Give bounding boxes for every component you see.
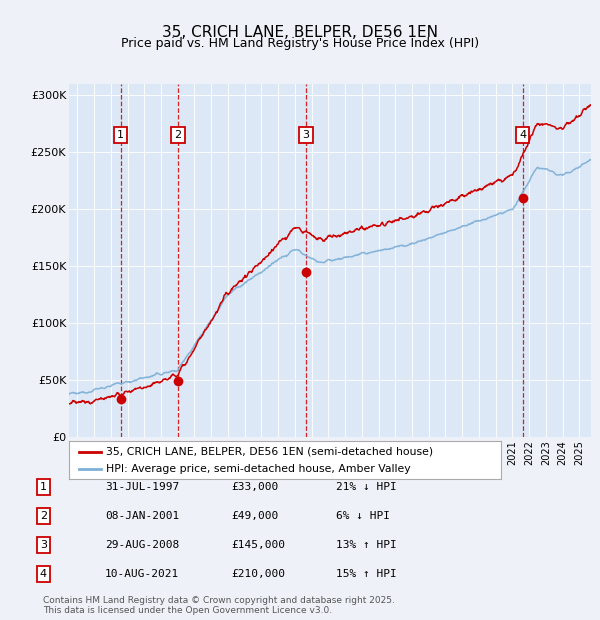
Text: 3: 3 [302, 130, 310, 140]
Text: Contains HM Land Registry data © Crown copyright and database right 2025.
This d: Contains HM Land Registry data © Crown c… [43, 596, 395, 615]
Text: 1: 1 [117, 130, 124, 140]
Text: 2: 2 [40, 511, 47, 521]
Text: 4: 4 [40, 569, 47, 579]
Text: Price paid vs. HM Land Registry's House Price Index (HPI): Price paid vs. HM Land Registry's House … [121, 37, 479, 50]
Text: 6% ↓ HPI: 6% ↓ HPI [336, 511, 390, 521]
Text: HPI: Average price, semi-detached house, Amber Valley: HPI: Average price, semi-detached house,… [106, 464, 410, 474]
Text: 35, CRICH LANE, BELPER, DE56 1EN (semi-detached house): 35, CRICH LANE, BELPER, DE56 1EN (semi-d… [106, 447, 433, 457]
Text: £49,000: £49,000 [231, 511, 278, 521]
Text: 08-JAN-2001: 08-JAN-2001 [105, 511, 179, 521]
Text: 31-JUL-1997: 31-JUL-1997 [105, 482, 179, 492]
Text: 10-AUG-2021: 10-AUG-2021 [105, 569, 179, 579]
Text: 29-AUG-2008: 29-AUG-2008 [105, 540, 179, 550]
Text: £210,000: £210,000 [231, 569, 285, 579]
Text: 4: 4 [519, 130, 526, 140]
Text: 2: 2 [175, 130, 182, 140]
Text: 13% ↑ HPI: 13% ↑ HPI [336, 540, 397, 550]
Text: £33,000: £33,000 [231, 482, 278, 492]
Text: £145,000: £145,000 [231, 540, 285, 550]
Text: 1: 1 [40, 482, 47, 492]
Text: 35, CRICH LANE, BELPER, DE56 1EN: 35, CRICH LANE, BELPER, DE56 1EN [162, 25, 438, 40]
Text: 3: 3 [40, 540, 47, 550]
Text: 21% ↓ HPI: 21% ↓ HPI [336, 482, 397, 492]
Text: 15% ↑ HPI: 15% ↑ HPI [336, 569, 397, 579]
